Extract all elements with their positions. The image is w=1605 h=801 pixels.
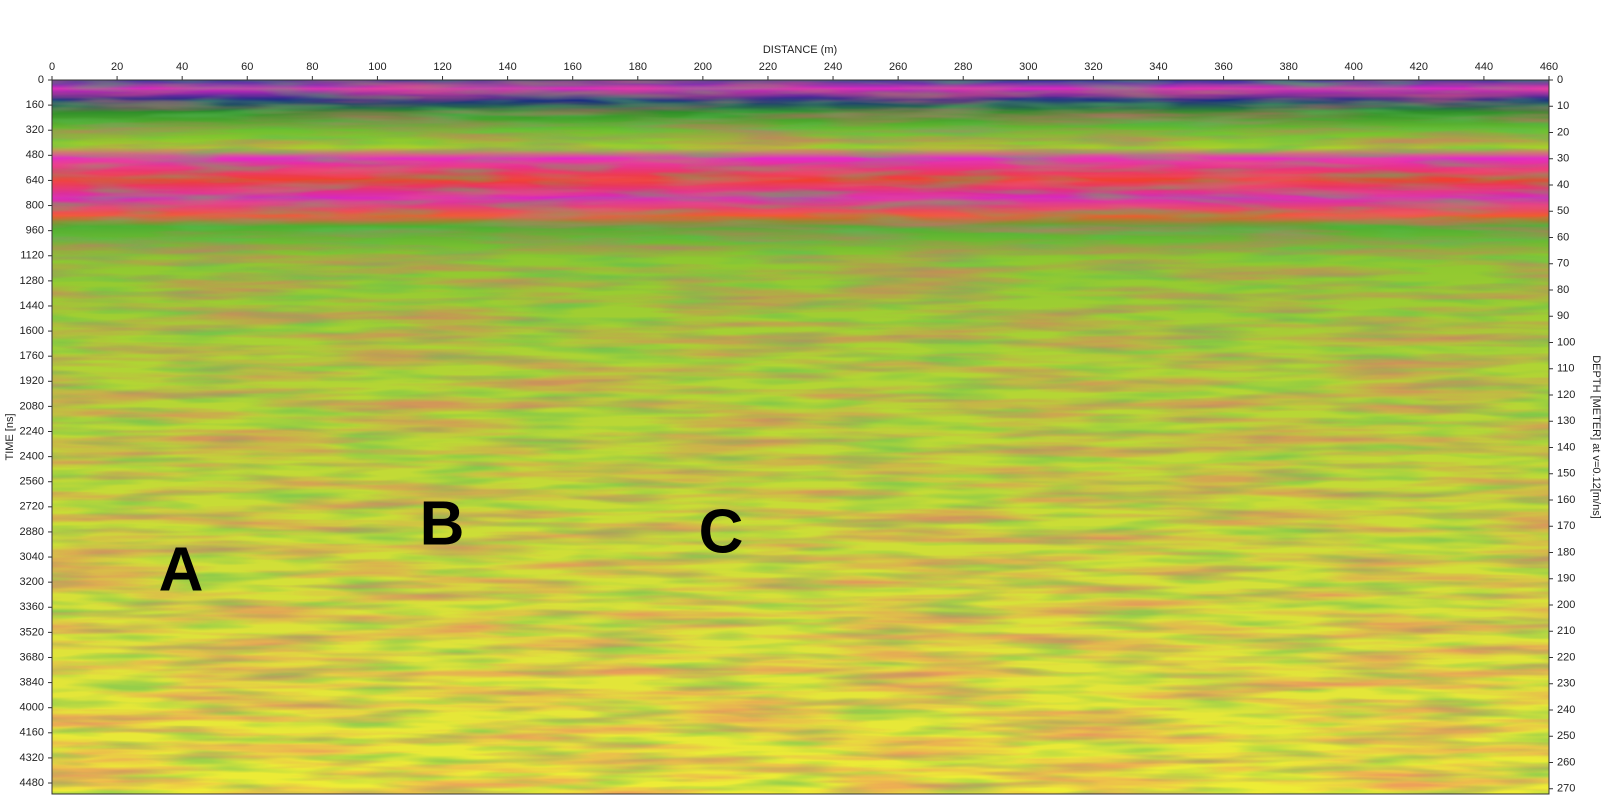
x-tick-label: 120 bbox=[433, 61, 451, 73]
y2-tick-label: 40 bbox=[1557, 179, 1569, 191]
y2-tick-label: 50 bbox=[1557, 205, 1569, 217]
y-tick-label: 2080 bbox=[20, 400, 44, 412]
y2-tick-label: 200 bbox=[1557, 599, 1575, 611]
y2-tick-label: 100 bbox=[1557, 336, 1575, 348]
y2-tick-label: 180 bbox=[1557, 546, 1575, 558]
y-tick-label: 3680 bbox=[20, 651, 44, 663]
y-tick-label: 2880 bbox=[20, 526, 44, 538]
y-tick-label: 800 bbox=[26, 199, 44, 211]
x-tick-label: 140 bbox=[498, 61, 516, 73]
y-tick-label: 2240 bbox=[20, 425, 44, 437]
x-tick-label: 40 bbox=[176, 61, 188, 73]
y-tick-label: 960 bbox=[26, 225, 44, 237]
y-tick-label: 4000 bbox=[20, 702, 44, 714]
y2-tick-label: 150 bbox=[1557, 468, 1575, 480]
x-tick-label: 460 bbox=[1540, 61, 1558, 73]
y2-tick-label: 190 bbox=[1557, 573, 1575, 585]
y-tick-label: 320 bbox=[26, 124, 44, 136]
x-tick-label: 100 bbox=[368, 61, 386, 73]
x-tick-label: 280 bbox=[954, 61, 972, 73]
x-tick-label: 260 bbox=[889, 61, 907, 73]
x-tick-label: 200 bbox=[694, 61, 712, 73]
x-tick-label: 380 bbox=[1279, 61, 1297, 73]
y-tick-label: 2400 bbox=[20, 451, 44, 463]
y-tick-label: 1760 bbox=[20, 350, 44, 362]
y-tick-label: 3200 bbox=[20, 576, 44, 588]
x-tick-label: 420 bbox=[1410, 61, 1428, 73]
y-axis-label: TIME [ns] bbox=[4, 413, 16, 460]
y-tick-label: 1600 bbox=[20, 325, 44, 337]
x-tick-label: 400 bbox=[1345, 61, 1363, 73]
y-tick-label: 3840 bbox=[20, 676, 44, 688]
y2-tick-label: 60 bbox=[1557, 231, 1569, 243]
y2-tick-label: 30 bbox=[1557, 153, 1569, 165]
x-tick-label: 180 bbox=[629, 61, 647, 73]
radargram-image bbox=[51, 79, 1550, 795]
y-tick-label: 3520 bbox=[20, 626, 44, 638]
y2-tick-label: 130 bbox=[1557, 415, 1575, 427]
y2-tick-label: 230 bbox=[1557, 678, 1575, 690]
y-tick-label: 0 bbox=[38, 74, 44, 86]
x-tick-label: 80 bbox=[306, 61, 318, 73]
y-tick-label: 4480 bbox=[20, 777, 44, 789]
y-tick-label: 480 bbox=[26, 149, 44, 161]
y2-tick-label: 220 bbox=[1557, 651, 1575, 663]
x-tick-label: 320 bbox=[1084, 61, 1102, 73]
annotation: B bbox=[420, 489, 465, 558]
y-tick-label: 1280 bbox=[20, 275, 44, 287]
y-tick-label: 2720 bbox=[20, 501, 44, 513]
y-tick-label: 4160 bbox=[20, 727, 44, 739]
annotation: A bbox=[159, 535, 204, 604]
x-tick-label: 160 bbox=[564, 61, 582, 73]
annotation: C bbox=[699, 497, 744, 566]
y2-tick-label: 270 bbox=[1557, 783, 1575, 795]
x-tick-label: 0 bbox=[49, 61, 55, 73]
x-tick-label: 20 bbox=[111, 61, 123, 73]
y2-tick-label: 90 bbox=[1557, 310, 1569, 322]
y2-tick-label: 160 bbox=[1557, 494, 1575, 506]
y-tick-label: 1120 bbox=[20, 250, 44, 262]
x-tick-label: 360 bbox=[1214, 61, 1232, 73]
y2-tick-label: 0 bbox=[1557, 74, 1563, 86]
y-tick-label: 2560 bbox=[20, 476, 44, 488]
y-tick-label: 3360 bbox=[20, 601, 44, 613]
x-tick-label: 300 bbox=[1019, 61, 1037, 73]
y-tick-label: 1920 bbox=[20, 375, 44, 387]
y-tick-label: 4320 bbox=[20, 752, 44, 764]
x-tick-label: 60 bbox=[241, 61, 253, 73]
x-axis-label: DISTANCE (m) bbox=[763, 44, 837, 56]
y2-tick-label: 250 bbox=[1557, 730, 1575, 742]
y2-tick-label: 10 bbox=[1557, 100, 1569, 112]
y2-tick-label: 240 bbox=[1557, 704, 1575, 716]
x-tick-label: 220 bbox=[759, 61, 777, 73]
y-tick-label: 1440 bbox=[20, 300, 44, 312]
y2-tick-label: 170 bbox=[1557, 520, 1575, 532]
y-tick-label: 640 bbox=[26, 174, 44, 186]
y2-tick-label: 140 bbox=[1557, 441, 1575, 453]
y2-tick-label: 80 bbox=[1557, 284, 1569, 296]
x-tick-label: 340 bbox=[1149, 61, 1167, 73]
y2-tick-label: 210 bbox=[1557, 625, 1575, 637]
x-tick-label: 240 bbox=[824, 61, 842, 73]
y2-axis-label: DEPTH [METER] at v=0.12[m/ns] bbox=[1590, 355, 1602, 519]
y2-tick-label: 110 bbox=[1557, 363, 1575, 375]
y2-tick-label: 70 bbox=[1557, 258, 1569, 270]
y2-tick-label: 20 bbox=[1557, 126, 1569, 138]
y2-tick-label: 260 bbox=[1557, 756, 1575, 768]
x-tick-label: 440 bbox=[1475, 61, 1493, 73]
y-tick-label: 160 bbox=[26, 99, 44, 111]
y2-tick-label: 120 bbox=[1557, 389, 1575, 401]
y-tick-label: 3040 bbox=[20, 551, 44, 563]
